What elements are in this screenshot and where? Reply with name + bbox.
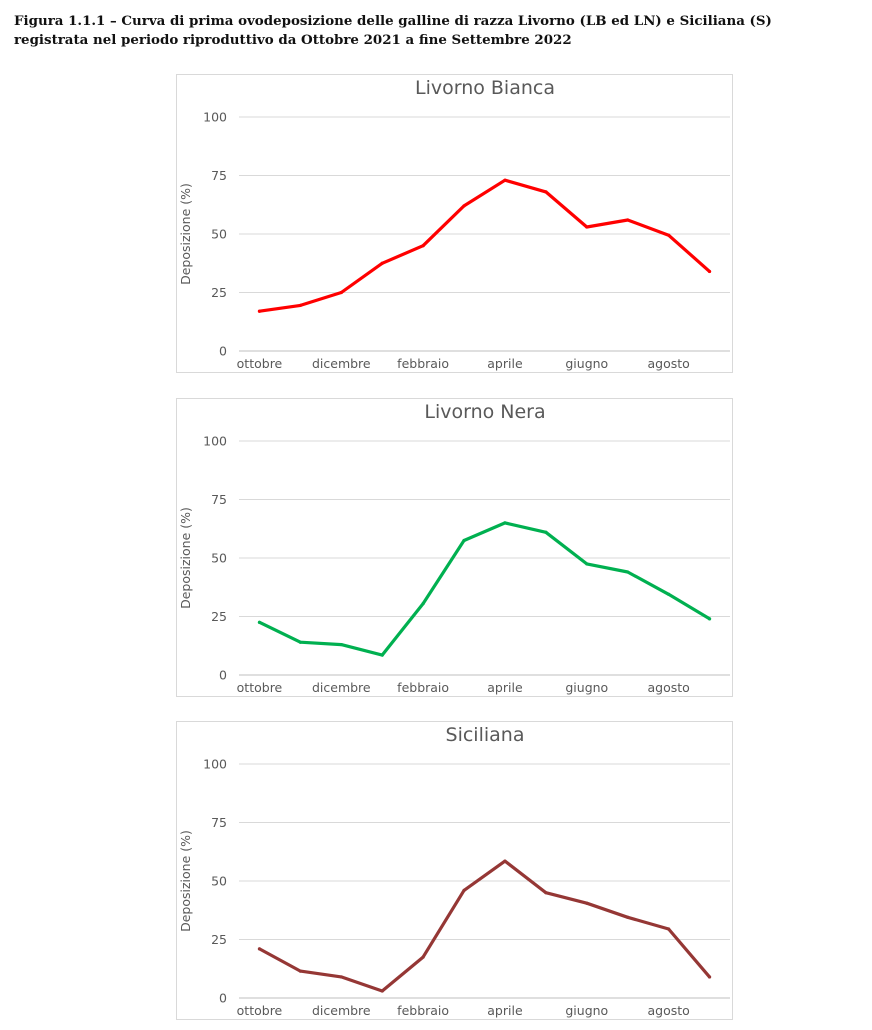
series-line-0 (257, 178, 712, 313)
data-point-giugno (585, 225, 589, 229)
x-tick-label-dicembre: dicembre (312, 680, 371, 695)
data-point-aprile (503, 859, 507, 863)
data-point-aprile (503, 178, 507, 182)
chart-svg: Siciliana 0 25 50 75 100 ottobre dicembre febbra… (178, 724, 730, 1018)
x-tick-label-giugno: giugno (565, 356, 608, 371)
chart-livorno-nera: Livorno Nera 0 25 50 75 100 ottobre dicembre feb… (176, 398, 733, 697)
data-point-ottobre (257, 947, 262, 951)
data-point-dicembre (339, 642, 343, 647)
data-point-ottobre (257, 620, 262, 624)
data-point-dicembre (339, 975, 343, 979)
data-point-gennaio (380, 989, 384, 993)
data-point-agosto (667, 592, 671, 596)
data-point-gennaio (380, 261, 384, 265)
y-axis-label: Deposizione (%) (178, 830, 193, 932)
x-tick-label-agosto: agosto (647, 680, 689, 695)
y-axis-label: Deposizione (%) (178, 183, 193, 285)
x-tick-label-agosto: agosto (647, 1003, 689, 1018)
data-point-novembre (298, 640, 302, 644)
y-tick-label-75: 75 (211, 168, 227, 183)
data-point-luglio (626, 218, 630, 222)
caption-line-1: Figura 1.1.1 – Curva di prima ovodeposiz… (14, 13, 772, 29)
y-tick-label-50: 50 (211, 227, 227, 242)
figure-caption: Figura 1.1.1 – Curva di prima ovodeposiz… (14, 12, 864, 50)
data-point-maggio (544, 530, 548, 534)
series-line-0 (257, 859, 712, 993)
data-point-febbraio (421, 244, 425, 248)
x-tick-label-giugno: giugno (565, 1003, 608, 1018)
data-point-marzo (462, 888, 466, 892)
data-point-dicembre (339, 290, 343, 295)
data-point-novembre (298, 303, 302, 307)
data-point-marzo (462, 204, 466, 208)
y-tick-label-25: 25 (211, 932, 227, 947)
y-tick-label-25: 25 (211, 285, 227, 300)
x-tick-label-giugno: giugno (565, 680, 608, 695)
y-tick-label-50: 50 (211, 874, 227, 889)
chart-title: Livorno Nera (424, 401, 545, 423)
data-point-luglio (626, 570, 630, 574)
data-point-maggio (544, 891, 548, 895)
y-tick-label-0: 0 (219, 668, 227, 683)
chart-siciliana: Siciliana 0 25 50 75 100 ottobre dicembre febbra… (176, 721, 733, 1020)
data-point-febbraio (421, 602, 425, 606)
x-tick-label-dicembre: dicembre (312, 356, 371, 371)
x-tick-label-dicembre: dicembre (312, 1003, 371, 1018)
data-point-settembre (707, 617, 712, 621)
data-point-giugno (585, 562, 589, 566)
y-tick-label-100: 100 (203, 434, 227, 449)
x-tick-label-ottobre: ottobre (237, 680, 283, 695)
x-tick-label-ottobre: ottobre (237, 1003, 283, 1018)
x-tick-label-agosto: agosto (647, 356, 689, 371)
data-point-agosto (667, 927, 671, 931)
x-tick-label-febbraio: febbraio (397, 1003, 449, 1018)
data-point-settembre (707, 269, 712, 274)
data-point-novembre (298, 969, 302, 973)
y-tick-label-75: 75 (211, 492, 227, 507)
y-tick-label-50: 50 (211, 551, 227, 566)
data-point-luglio (626, 915, 630, 919)
data-point-ottobre (257, 309, 262, 313)
y-tick-label-75: 75 (211, 815, 227, 830)
chart-title: Livorno Bianca (415, 77, 555, 99)
y-axis-label: Deposizione (%) (178, 507, 193, 609)
x-tick-label-febbraio: febbraio (397, 680, 449, 695)
y-tick-label-0: 0 (219, 991, 227, 1006)
y-tick-label-25: 25 (211, 609, 227, 624)
y-tick-label-100: 100 (203, 110, 227, 125)
data-point-marzo (462, 538, 466, 543)
y-tick-label-0: 0 (219, 344, 227, 359)
x-tick-label-ottobre: ottobre (237, 356, 283, 371)
x-tick-label-aprile: aprile (487, 1003, 523, 1018)
chart-svg: Livorno Nera 0 25 50 75 100 ottobre dicembre feb… (178, 401, 730, 695)
data-point-febbraio (421, 955, 425, 959)
x-tick-label-febbraio: febbraio (397, 356, 449, 371)
data-point-aprile (503, 521, 507, 525)
data-point-settembre (707, 975, 712, 979)
data-point-maggio (544, 190, 548, 194)
series-line-0 (257, 521, 712, 657)
x-tick-label-aprile: aprile (487, 680, 523, 695)
chart-svg: Livorno Bianca 0 25 50 75 100 ottobre dicembre f… (178, 77, 730, 371)
data-point-gennaio (380, 653, 384, 657)
caption-line-2: registrata nel periodo riproduttivo da O… (14, 32, 572, 48)
chart-livorno-bianca: Livorno Bianca 0 25 50 75 100 ottobre dicembre f… (176, 74, 733, 373)
data-point-agosto (667, 233, 671, 237)
data-point-giugno (585, 901, 589, 905)
y-tick-label-100: 100 (203, 757, 227, 772)
x-tick-label-aprile: aprile (487, 356, 523, 371)
chart-title: Siciliana (446, 724, 525, 746)
